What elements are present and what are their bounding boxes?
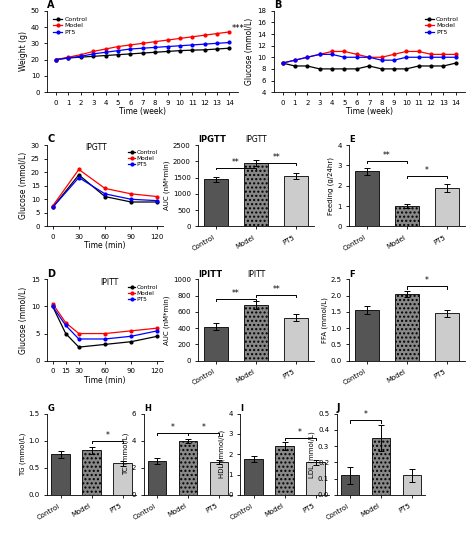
Text: *: *	[425, 277, 429, 286]
Bar	[210, 462, 228, 495]
Title: IPGTT: IPGTT	[245, 135, 267, 144]
Text: I: I	[240, 404, 243, 413]
Bar	[284, 176, 308, 226]
Text: H: H	[144, 404, 151, 413]
Text: *: *	[202, 423, 206, 432]
Text: A: A	[47, 0, 55, 10]
Y-axis label: LDL (mmol/L): LDL (mmol/L)	[309, 431, 315, 478]
Y-axis label: Glucose (mmol/L): Glucose (mmol/L)	[19, 286, 28, 353]
Legend: Control, Model, PT5: Control, Model, PT5	[422, 14, 461, 38]
Y-axis label: Glucose (mmol/L): Glucose (mmol/L)	[246, 18, 255, 85]
Bar	[355, 310, 379, 360]
Bar	[341, 476, 359, 495]
Bar	[403, 476, 421, 495]
Text: F: F	[349, 270, 355, 279]
Y-axis label: TG (mmol/L): TG (mmol/L)	[19, 433, 26, 476]
Text: **: **	[232, 158, 240, 167]
Bar	[275, 446, 294, 495]
Y-axis label: FFA (mmol/L): FFA (mmol/L)	[321, 297, 328, 343]
Text: IPGTT: IPGTT	[198, 135, 226, 144]
Text: *: *	[171, 423, 174, 432]
Text: C: C	[47, 134, 55, 144]
Legend: Control, Model, PT5: Control, Model, PT5	[51, 14, 90, 38]
Text: *: *	[364, 410, 367, 419]
Y-axis label: Feeding (g/24hr): Feeding (g/24hr)	[328, 157, 334, 215]
Bar	[204, 179, 228, 226]
Bar	[435, 188, 459, 226]
Bar	[244, 459, 263, 495]
Bar	[395, 206, 419, 226]
X-axis label: Time (min): Time (min)	[84, 376, 126, 385]
Legend: Control, Model, PT5: Control, Model, PT5	[126, 282, 160, 304]
Bar	[148, 461, 166, 495]
Y-axis label: Weight (g): Weight (g)	[19, 31, 28, 72]
Legend: Control, Model, PT5: Control, Model, PT5	[126, 148, 160, 169]
Text: **: **	[383, 151, 391, 160]
Y-axis label: AUC (nM*min): AUC (nM*min)	[164, 295, 170, 345]
Text: G: G	[47, 404, 55, 413]
Y-axis label: HDL (mmol/L): HDL (mmol/L)	[219, 430, 226, 478]
Bar	[244, 163, 268, 226]
Text: **: **	[272, 285, 280, 294]
Text: **: **	[272, 153, 280, 162]
Text: IPITT: IPITT	[100, 278, 118, 287]
Bar	[306, 462, 325, 495]
Y-axis label: TC (mmol/L): TC (mmol/L)	[122, 433, 129, 476]
Y-axis label: AUC (nM*min): AUC (nM*min)	[164, 161, 170, 210]
Bar	[435, 314, 459, 360]
Y-axis label: Glucose (mmol/L): Glucose (mmol/L)	[19, 152, 28, 220]
Text: E: E	[349, 135, 355, 144]
Text: IPITT: IPITT	[198, 270, 222, 279]
Bar	[51, 454, 70, 495]
Bar	[82, 450, 101, 495]
Bar	[395, 294, 419, 360]
Bar	[204, 327, 228, 360]
X-axis label: Time (min): Time (min)	[84, 242, 126, 251]
X-axis label: Time (week): Time (week)	[346, 107, 392, 116]
Text: B: B	[274, 0, 281, 10]
Text: D: D	[47, 268, 55, 279]
Bar	[372, 438, 391, 495]
X-axis label: Time (week): Time (week)	[119, 107, 166, 116]
Title: IPITT: IPITT	[247, 270, 265, 279]
Text: *: *	[105, 431, 109, 440]
Text: *: *	[425, 166, 429, 174]
Text: ***: ***	[232, 24, 245, 33]
Text: IPGTT: IPGTT	[85, 144, 107, 152]
Text: J: J	[337, 403, 340, 413]
Bar	[244, 306, 268, 360]
Bar	[179, 441, 198, 495]
Text: **: **	[232, 289, 240, 298]
Bar	[113, 464, 132, 495]
Bar	[355, 172, 379, 226]
Bar	[284, 317, 308, 360]
Text: *: *	[298, 428, 302, 436]
